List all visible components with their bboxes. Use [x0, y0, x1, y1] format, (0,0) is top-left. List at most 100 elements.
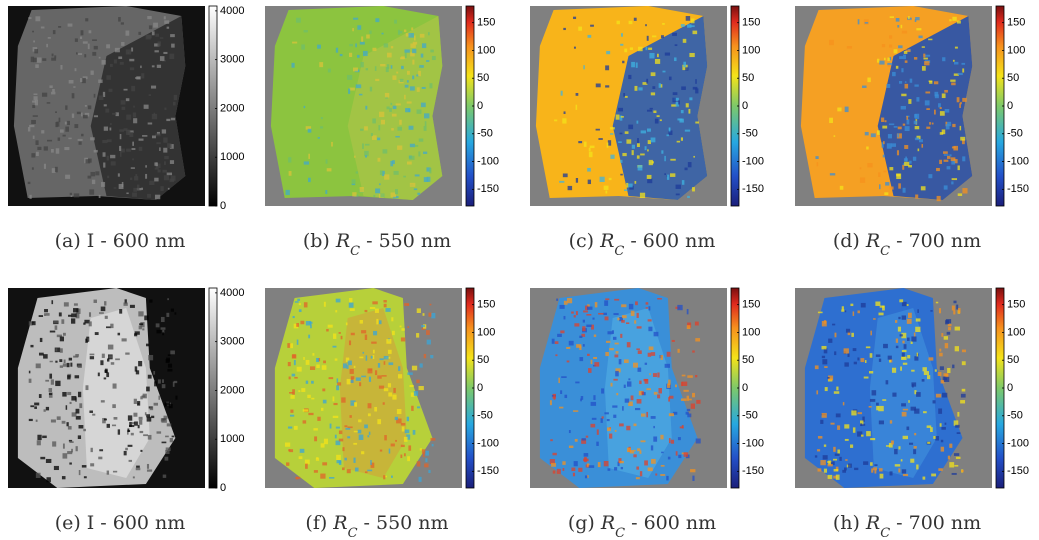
texture — [946, 331, 951, 335]
texture — [68, 357, 73, 361]
texture — [843, 348, 849, 354]
texture — [901, 315, 907, 320]
texture — [58, 312, 62, 317]
texture — [350, 376, 355, 379]
texture — [889, 471, 893, 476]
texture — [353, 17, 359, 20]
texture — [305, 359, 310, 365]
texture — [311, 397, 315, 400]
colorbar-tick-label: -50 — [477, 410, 493, 422]
texture — [287, 361, 291, 367]
texture — [829, 173, 836, 176]
texture — [640, 413, 646, 417]
texture — [917, 309, 919, 313]
texture — [103, 377, 107, 380]
texture — [685, 67, 689, 71]
texture — [416, 308, 421, 313]
texture — [852, 427, 856, 433]
texture — [42, 58, 47, 61]
texture — [627, 447, 631, 453]
texture — [879, 60, 885, 65]
texture — [372, 301, 378, 305]
texture — [333, 402, 338, 406]
texture — [590, 401, 597, 406]
texture — [45, 313, 50, 316]
texture — [426, 167, 431, 172]
texture — [59, 365, 64, 368]
texture — [960, 393, 966, 398]
texture — [123, 128, 128, 131]
texture — [106, 470, 110, 475]
texture — [832, 323, 836, 326]
texture — [31, 119, 36, 124]
texture — [408, 445, 412, 451]
texture — [644, 378, 649, 384]
texture — [127, 444, 133, 447]
texture — [146, 463, 150, 469]
texture — [32, 30, 34, 33]
texture — [110, 154, 116, 159]
texture — [821, 412, 827, 418]
texture — [110, 63, 113, 67]
texture — [421, 86, 426, 89]
texture — [657, 53, 659, 58]
texture — [52, 89, 55, 92]
texture — [928, 174, 933, 179]
texture — [361, 330, 367, 334]
texture — [335, 426, 340, 429]
texture — [45, 458, 52, 463]
texture — [284, 442, 291, 447]
texture — [646, 78, 649, 84]
texture — [131, 47, 134, 52]
texture — [648, 326, 653, 332]
texture — [860, 302, 866, 308]
texture — [357, 429, 362, 434]
texture — [914, 137, 920, 141]
texture — [143, 104, 149, 109]
texture — [321, 365, 327, 370]
texture — [400, 337, 406, 342]
texture — [151, 65, 155, 68]
texture — [878, 358, 882, 362]
texture — [636, 143, 640, 147]
texture — [90, 171, 96, 177]
texture — [859, 167, 862, 170]
texture — [627, 381, 632, 387]
texture — [420, 102, 426, 108]
texture — [43, 354, 48, 359]
texture — [682, 64, 688, 71]
texture — [934, 109, 936, 115]
texture — [863, 19, 869, 25]
texture — [951, 178, 958, 181]
texture — [286, 462, 290, 466]
texture — [354, 467, 359, 472]
texture — [419, 33, 425, 38]
texture — [847, 331, 851, 336]
texture — [426, 339, 431, 345]
texture — [57, 137, 61, 141]
caption-symbol: R — [600, 512, 615, 534]
caption-symbol: R — [335, 230, 350, 252]
texture — [114, 47, 120, 53]
texture — [675, 451, 678, 456]
texture — [936, 167, 940, 172]
texture — [39, 337, 43, 343]
texture — [927, 375, 931, 380]
texture — [875, 301, 881, 306]
texture — [127, 129, 130, 135]
texture — [35, 151, 39, 157]
texture — [839, 185, 844, 190]
caption-symbol: I — [87, 512, 95, 534]
texture — [860, 434, 864, 437]
texture — [685, 411, 689, 415]
texture — [954, 46, 958, 49]
texture — [81, 465, 87, 468]
texture — [320, 473, 326, 479]
texture — [926, 425, 932, 428]
texture — [397, 126, 403, 131]
texture — [335, 47, 339, 53]
texture — [98, 312, 104, 314]
texture — [904, 145, 909, 149]
texture — [923, 411, 927, 414]
texture — [379, 358, 384, 361]
